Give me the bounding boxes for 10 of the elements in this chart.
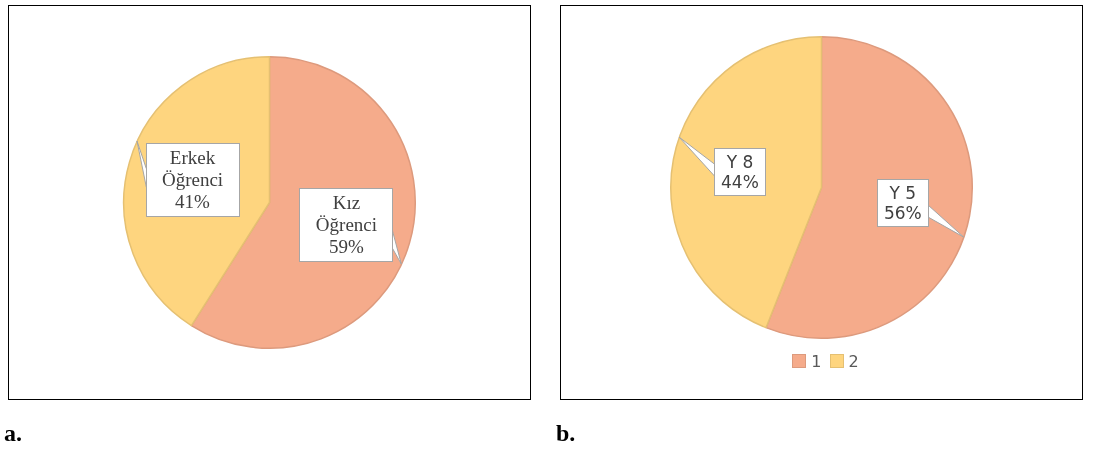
legend-label: 1	[811, 352, 822, 371]
text: b.	[556, 420, 576, 447]
data-label: 41%	[175, 191, 210, 213]
slice-label: Kız Öğrenci	[315, 191, 378, 235]
data-label: Y 8 44%	[714, 147, 766, 196]
slice-label: Erkek Öğrenci	[161, 147, 224, 191]
legend-label: 2	[848, 352, 859, 371]
data-label: 59%	[329, 235, 364, 257]
text: a.	[4, 420, 22, 447]
data-label: Y 5 56%	[876, 179, 929, 228]
